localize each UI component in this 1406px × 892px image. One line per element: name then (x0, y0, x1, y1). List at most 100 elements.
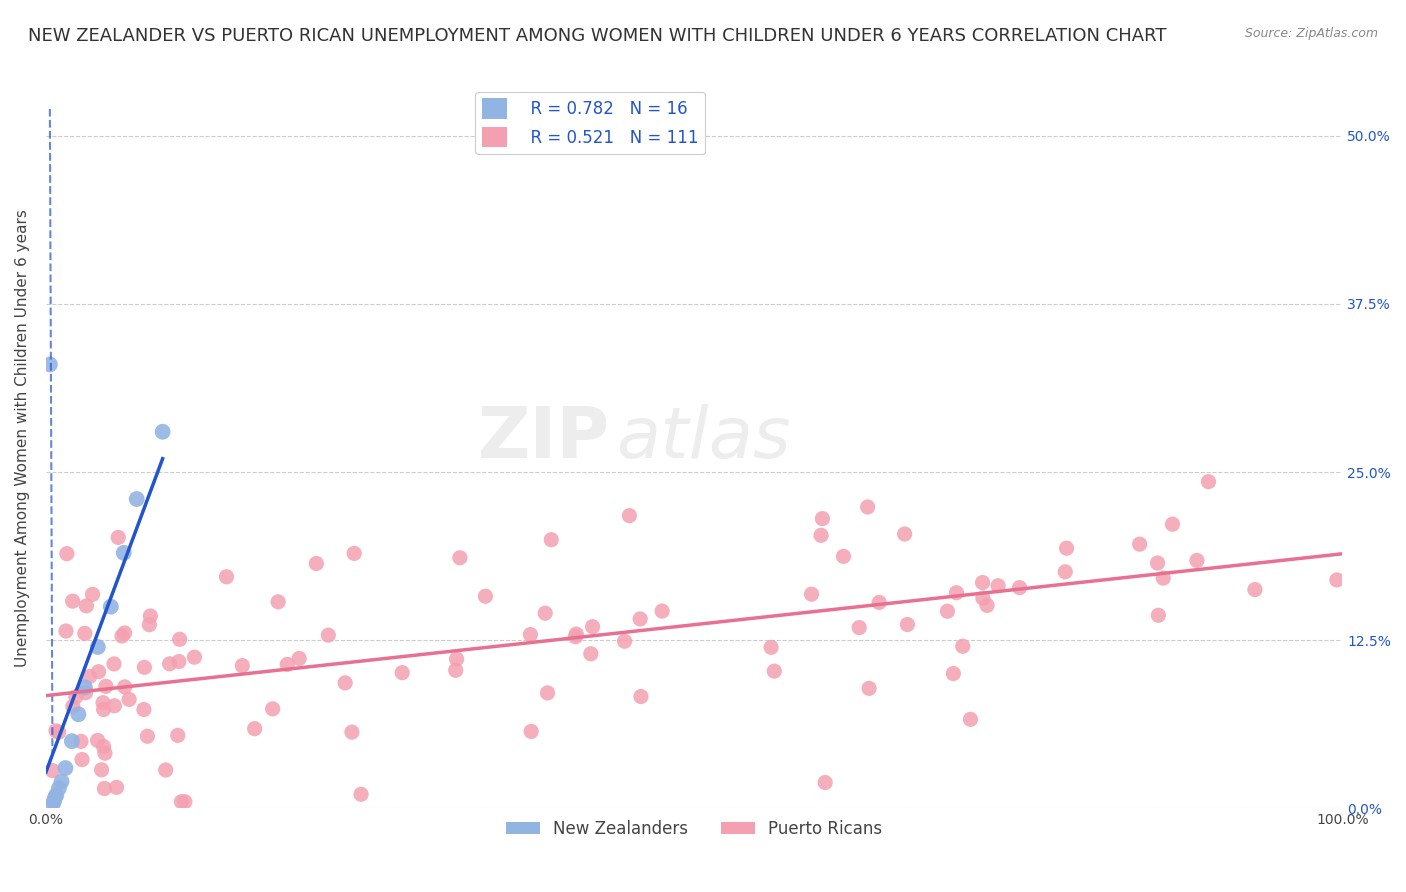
Point (90, 763, 112, 777)
Point (94, 746, 117, 760)
Point (630, 690, 652, 704)
Point (810, 528, 832, 542)
Point (118, 692, 141, 706)
Point (183, 650, 205, 665)
Point (125, 491, 148, 506)
Text: Source: ZipAtlas.com: Source: ZipAtlas.com (1244, 27, 1378, 40)
Point (536, 686, 558, 700)
Point (565, 627, 588, 641)
Point (114, 626, 136, 640)
Point (243, 722, 266, 736)
Point (262, 702, 284, 716)
Point (976, 599, 998, 613)
Point (540, 533, 562, 547)
Point (449, 550, 471, 565)
Point (288, 651, 311, 665)
Point (832, 549, 855, 564)
Point (112, 546, 135, 560)
Point (82, 587, 104, 601)
Text: ZIP: ZIP (478, 404, 610, 473)
Point (952, 639, 974, 653)
Point (1056, 541, 1078, 556)
Point (166, 728, 188, 742)
Point (41, 764, 63, 778)
Point (759, 640, 782, 655)
Point (1198, 475, 1220, 489)
Point (67, 707, 90, 722)
Point (1152, 571, 1174, 585)
Point (936, 604, 959, 618)
Point (972, 575, 994, 590)
Point (138, 617, 160, 632)
Point (811, 511, 834, 525)
Point (87, 640, 110, 654)
Point (139, 609, 162, 624)
Point (167, 655, 190, 669)
Point (44, 790, 66, 805)
Point (55, 624, 77, 638)
Point (619, 508, 641, 523)
Point (1147, 608, 1170, 623)
Point (70, 734, 93, 748)
Point (318, 628, 340, 642)
Point (169, 632, 191, 647)
Point (75, 599, 97, 613)
Point (1008, 581, 1031, 595)
Point (519, 627, 541, 641)
Point (93, 739, 115, 754)
Point (959, 712, 981, 726)
Point (93, 781, 115, 796)
Point (70, 753, 93, 767)
Point (534, 606, 557, 620)
Point (56, 547, 79, 561)
Point (48, 781, 70, 796)
Point (391, 665, 413, 680)
Point (86, 733, 108, 747)
Point (91, 696, 114, 710)
Point (848, 621, 870, 635)
Point (305, 557, 328, 571)
Point (350, 787, 373, 801)
Legend: New Zealanders, Puerto Ricans: New Zealanders, Puerto Ricans (499, 814, 889, 845)
Point (1129, 537, 1152, 551)
Point (446, 652, 468, 666)
Point (763, 664, 786, 678)
Point (276, 657, 298, 672)
Point (38, 358, 60, 372)
Point (42, 795, 65, 809)
Point (579, 647, 602, 661)
Point (896, 617, 918, 632)
Point (155, 763, 177, 777)
Point (987, 579, 1010, 593)
Point (41, 797, 63, 812)
Point (942, 666, 965, 681)
Point (474, 589, 496, 603)
Point (628, 612, 651, 626)
Point (73, 681, 96, 695)
Point (62, 594, 84, 608)
Point (651, 604, 673, 618)
Point (335, 676, 357, 690)
Point (893, 527, 915, 541)
Point (111, 629, 134, 643)
Point (613, 634, 636, 648)
Point (103, 657, 125, 671)
Point (1244, 582, 1267, 597)
Point (972, 591, 994, 606)
Point (520, 724, 543, 739)
Point (132, 702, 155, 716)
Point (215, 570, 238, 584)
Point (173, 795, 195, 809)
Point (75, 686, 97, 700)
Text: atlas: atlas (616, 404, 792, 473)
Point (858, 681, 880, 696)
Point (564, 630, 586, 644)
Point (581, 620, 603, 634)
Point (1146, 556, 1168, 570)
Point (1161, 517, 1184, 532)
Point (800, 587, 823, 601)
Point (170, 795, 193, 809)
Point (1185, 553, 1208, 567)
Point (55, 761, 77, 775)
Y-axis label: Unemployment Among Women with Children Under 6 years: Unemployment Among Women with Children U… (15, 210, 30, 667)
